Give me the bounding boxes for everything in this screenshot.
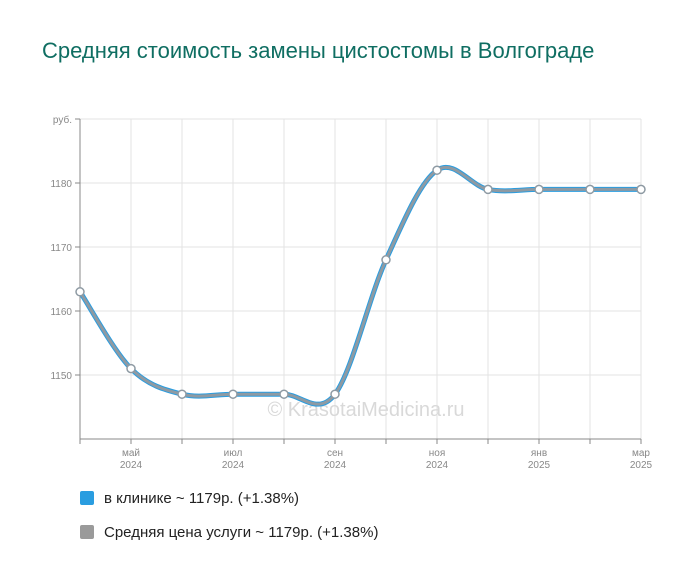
legend-item-average[interactable]: Средняя цена услуги ~ 1179р. (+1.38%) <box>80 522 378 542</box>
x-tick-label-month: мар <box>632 448 650 459</box>
x-tick-label-month: ноя <box>429 448 446 459</box>
legend-swatch-average <box>80 525 94 539</box>
legend-item-clinic[interactable]: в клинике ~ 1179р. (+1.38%) <box>80 488 378 508</box>
data-point <box>483 184 493 195</box>
legend-label-clinic: в клинике ~ 1179р. (+1.38%) <box>104 489 300 507</box>
data-point <box>75 287 85 297</box>
data-point <box>636 184 646 195</box>
x-tick-label-year: 2025 <box>528 460 551 471</box>
data-point <box>228 389 238 399</box>
x-tick-label-month: май <box>122 448 140 459</box>
y-tick-label: 1160 <box>50 307 72 318</box>
data-point <box>534 184 544 195</box>
series-line-0 <box>77 165 644 407</box>
x-tick-label-month: июл <box>224 448 243 459</box>
data-point <box>177 389 187 399</box>
y-tick-label: 1180 <box>50 179 72 190</box>
series-line-1 <box>78 166 643 406</box>
data-point <box>330 389 340 399</box>
data-point <box>585 184 595 195</box>
data-point <box>381 255 391 265</box>
x-tick-label-year: 2025 <box>630 460 653 471</box>
data-point <box>279 389 289 399</box>
chart-title: Средняя стоимость замены цистостомы в Во… <box>42 38 595 63</box>
y-tick-label: 1150 <box>50 371 72 382</box>
x-tick-label-month: янв <box>531 448 547 459</box>
x-tick-label-year: 2024 <box>426 460 449 471</box>
legend-label-average: Средняя цена услуги ~ 1179р. (+1.38%) <box>104 523 379 541</box>
legend: в клинике ~ 1179р. (+1.38%) Средняя цена… <box>80 488 378 556</box>
x-tick-label-year: 2024 <box>222 460 245 471</box>
line-chart: 1150116011701180руб.май2024июл2024сен202… <box>50 114 653 471</box>
legend-swatch-clinic <box>80 491 94 505</box>
data-point <box>432 165 442 175</box>
x-tick-label-year: 2024 <box>324 460 347 471</box>
data-point <box>126 363 136 374</box>
y-tick-label: 1170 <box>50 243 72 254</box>
x-tick-label-month: сен <box>327 448 343 459</box>
x-tick-label-year: 2024 <box>120 460 143 471</box>
watermark: © KrasotaiMedicina.ru <box>267 399 464 421</box>
y-axis-unit: руб. <box>53 114 72 126</box>
